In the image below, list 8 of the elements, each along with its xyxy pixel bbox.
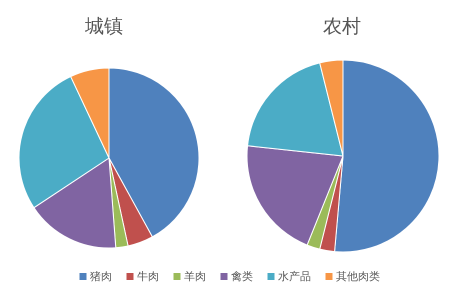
chart-title: 农村 xyxy=(323,16,361,38)
chart-title: 城镇 xyxy=(84,16,123,38)
legend-label: 其他肉类 xyxy=(336,269,380,284)
legend-label: 猪肉 xyxy=(90,269,112,284)
legend-label: 水产品 xyxy=(278,269,311,284)
legend-label: 禽类 xyxy=(231,269,253,284)
legend-label: 牛肉 xyxy=(137,269,159,284)
legend-label: 羊肉 xyxy=(184,269,206,284)
